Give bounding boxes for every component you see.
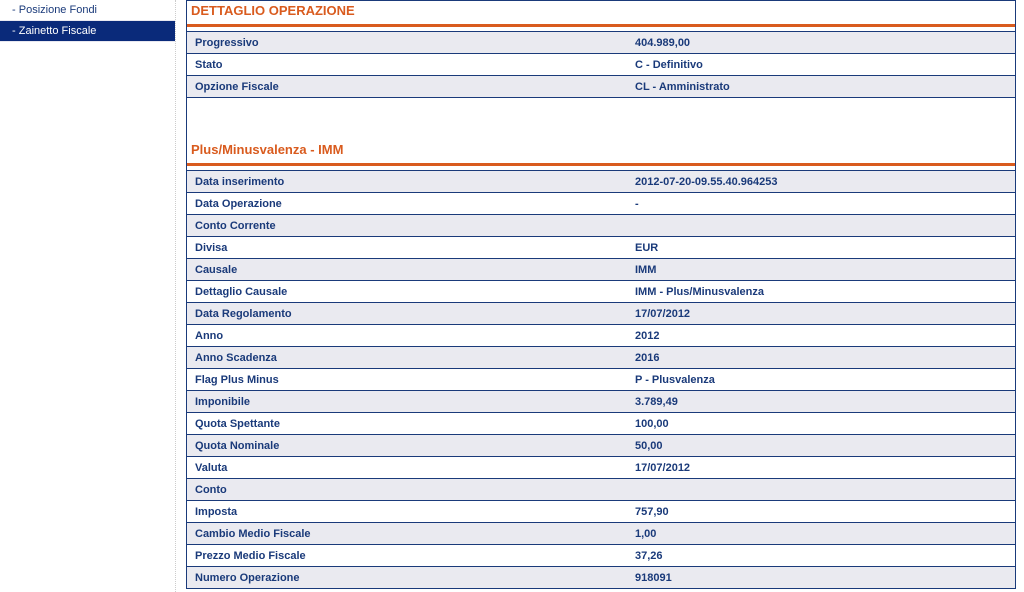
row-value: 17/07/2012 — [627, 457, 1015, 479]
row-label: Data Operazione — [187, 193, 627, 215]
row-label: Opzione Fiscale — [187, 76, 627, 98]
table-row: Anno2012 — [187, 325, 1015, 347]
row-label: Data inserimento — [187, 171, 627, 193]
row-value: EUR — [627, 237, 1015, 259]
table-row: Quota Spettante100,00 — [187, 413, 1015, 435]
row-value: 17/07/2012 — [627, 303, 1015, 325]
row-label: Conto Corrente — [187, 215, 627, 237]
row-label: Cambio Medio Fiscale — [187, 523, 627, 545]
table-row: Imponibile3.789,49 — [187, 391, 1015, 413]
row-value: P - Plusvalenza — [627, 369, 1015, 391]
table-row: Flag Plus MinusP - Plusvalenza — [187, 369, 1015, 391]
table-row: Imposta757,90 — [187, 501, 1015, 523]
row-label: Imposta — [187, 501, 627, 523]
table-row: DivisaEUR — [187, 237, 1015, 259]
row-value — [627, 479, 1015, 501]
row-label: Quota Nominale — [187, 435, 627, 457]
row-value: 100,00 — [627, 413, 1015, 435]
table-row: Anno Scadenza2016 — [187, 347, 1015, 369]
row-label: Progressivo — [187, 32, 627, 54]
plus-minus-table: Data inserimento2012-07-20-09.55.40.9642… — [187, 170, 1015, 589]
row-value — [627, 215, 1015, 237]
row-value: CL - Amministrato — [627, 76, 1015, 98]
table-row: CausaleIMM — [187, 259, 1015, 281]
row-value: 918091 — [627, 567, 1015, 589]
table-row: Data Operazione- — [187, 193, 1015, 215]
row-label: Imponibile — [187, 391, 627, 413]
row-label: Numero Operazione — [187, 567, 627, 589]
table-row: Progressivo404.989,00 — [187, 32, 1015, 54]
table-row: Valuta17/07/2012 — [187, 457, 1015, 479]
row-label: Valuta — [187, 457, 627, 479]
sidebar-item-label: Zainetto Fiscale — [19, 25, 97, 37]
row-value: - — [627, 193, 1015, 215]
sidebar-item-posizione-fondi[interactable]: - Posizione Fondi — [0, 0, 175, 21]
row-value: 50,00 — [627, 435, 1015, 457]
table-row: Conto Corrente — [187, 215, 1015, 237]
table-row: Data Regolamento17/07/2012 — [187, 303, 1015, 325]
table-row: Prezzo Medio Fiscale37,26 — [187, 545, 1015, 567]
row-label: Anno — [187, 325, 627, 347]
table-row: Cambio Medio Fiscale1,00 — [187, 523, 1015, 545]
row-value: 1,00 — [627, 523, 1015, 545]
row-value: 404.989,00 — [627, 32, 1015, 54]
row-label: Prezzo Medio Fiscale — [187, 545, 627, 567]
row-value: C - Definitivo — [627, 54, 1015, 76]
table-row: Data inserimento2012-07-20-09.55.40.9642… — [187, 171, 1015, 193]
row-label: Flag Plus Minus — [187, 369, 627, 391]
row-label: Causale — [187, 259, 627, 281]
sidebar: - Posizione Fondi - Zainetto Fiscale — [0, 0, 175, 592]
table-row: Quota Nominale50,00 — [187, 435, 1015, 457]
row-value: 37,26 — [627, 545, 1015, 567]
content-frame: DETTAGLIO OPERAZIONE Progressivo404.989,… — [175, 0, 1024, 592]
sidebar-item-zainetto-fiscale[interactable]: - Zainetto Fiscale — [0, 21, 175, 42]
row-label: Conto — [187, 479, 627, 501]
dettaglio-table: Progressivo404.989,00StatoC - Definitivo… — [187, 31, 1015, 98]
row-label: Divisa — [187, 237, 627, 259]
sidebar-item-label: Posizione Fondi — [19, 4, 97, 16]
row-label: Dettaglio Causale — [187, 281, 627, 303]
row-value: 3.789,49 — [627, 391, 1015, 413]
row-label: Stato — [187, 54, 627, 76]
row-label: Data Regolamento — [187, 303, 627, 325]
row-value: 757,90 — [627, 501, 1015, 523]
section-title-dettaglio: DETTAGLIO OPERAZIONE — [187, 1, 1015, 27]
table-row: Conto — [187, 479, 1015, 501]
row-value: IMM — [627, 259, 1015, 281]
row-value: 2012-07-20-09.55.40.964253 — [627, 171, 1015, 193]
section-title-plus-minus: Plus/Minusvalenza - IMM — [187, 140, 1015, 166]
row-label: Anno Scadenza — [187, 347, 627, 369]
table-row: StatoC - Definitivo — [187, 54, 1015, 76]
table-row: Dettaglio CausaleIMM - Plus/Minusvalenza — [187, 281, 1015, 303]
row-label: Quota Spettante — [187, 413, 627, 435]
row-value: 2016 — [627, 347, 1015, 369]
table-row: Opzione FiscaleCL - Amministrato — [187, 76, 1015, 98]
table-row: Numero Operazione918091 — [187, 567, 1015, 589]
row-value: 2012 — [627, 325, 1015, 347]
row-value: IMM - Plus/Minusvalenza — [627, 281, 1015, 303]
